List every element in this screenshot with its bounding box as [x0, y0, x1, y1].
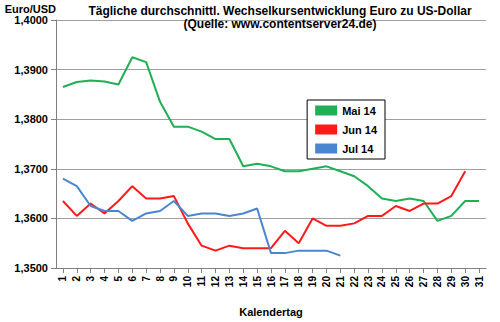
svg-text:22: 22	[349, 276, 360, 288]
svg-text:26: 26	[404, 276, 415, 288]
svg-text:8: 8	[155, 276, 166, 282]
svg-text:5: 5	[113, 276, 124, 282]
svg-text:21: 21	[335, 276, 346, 288]
svg-text:9: 9	[168, 276, 179, 282]
svg-text:Euro/USD: Euro/USD	[5, 3, 56, 15]
svg-text:Kalendertag: Kalendertag	[239, 306, 303, 318]
svg-text:31: 31	[474, 276, 485, 288]
svg-text:4: 4	[99, 276, 110, 282]
svg-text:27: 27	[418, 276, 429, 288]
svg-text:Jul 14: Jul 14	[342, 143, 374, 155]
svg-text:7: 7	[141, 276, 152, 282]
svg-text:25: 25	[390, 276, 401, 288]
svg-text:29: 29	[446, 276, 457, 288]
svg-text:Jun 14: Jun 14	[342, 124, 378, 136]
svg-text:19: 19	[307, 276, 318, 288]
svg-text:11: 11	[196, 276, 207, 287]
svg-text:17: 17	[279, 276, 290, 288]
svg-text:1,3500: 1,3500	[14, 262, 48, 274]
svg-text:1: 1	[57, 276, 68, 282]
svg-text:3: 3	[85, 276, 96, 282]
svg-text:30: 30	[460, 276, 471, 288]
svg-text:1,4000: 1,4000	[14, 14, 48, 26]
svg-text:Mai 14: Mai 14	[342, 105, 377, 117]
svg-text:1,3700: 1,3700	[14, 163, 48, 175]
svg-text:(Quelle: www.contentserver24.d: (Quelle: www.contentserver24.de)	[184, 17, 377, 31]
svg-text:1,3800: 1,3800	[14, 113, 48, 125]
svg-text:28: 28	[432, 276, 443, 288]
svg-text:20: 20	[321, 276, 332, 288]
svg-text:1,3600: 1,3600	[14, 212, 48, 224]
svg-text:14: 14	[238, 276, 249, 288]
svg-text:24: 24	[376, 276, 387, 288]
svg-text:16: 16	[266, 276, 277, 288]
svg-text:10: 10	[182, 276, 193, 288]
svg-text:6: 6	[127, 276, 138, 282]
svg-text:13: 13	[224, 276, 235, 288]
svg-text:18: 18	[293, 276, 304, 288]
svg-text:1,3900: 1,3900	[14, 64, 48, 76]
svg-text:12: 12	[210, 276, 221, 288]
svg-text:2: 2	[71, 276, 82, 282]
svg-text:15: 15	[252, 276, 263, 288]
svg-text:23: 23	[363, 276, 374, 288]
svg-text:Tägliche durchschnittl. Wechse: Tägliche durchschnittl. Wechselkursentwi…	[88, 4, 472, 18]
